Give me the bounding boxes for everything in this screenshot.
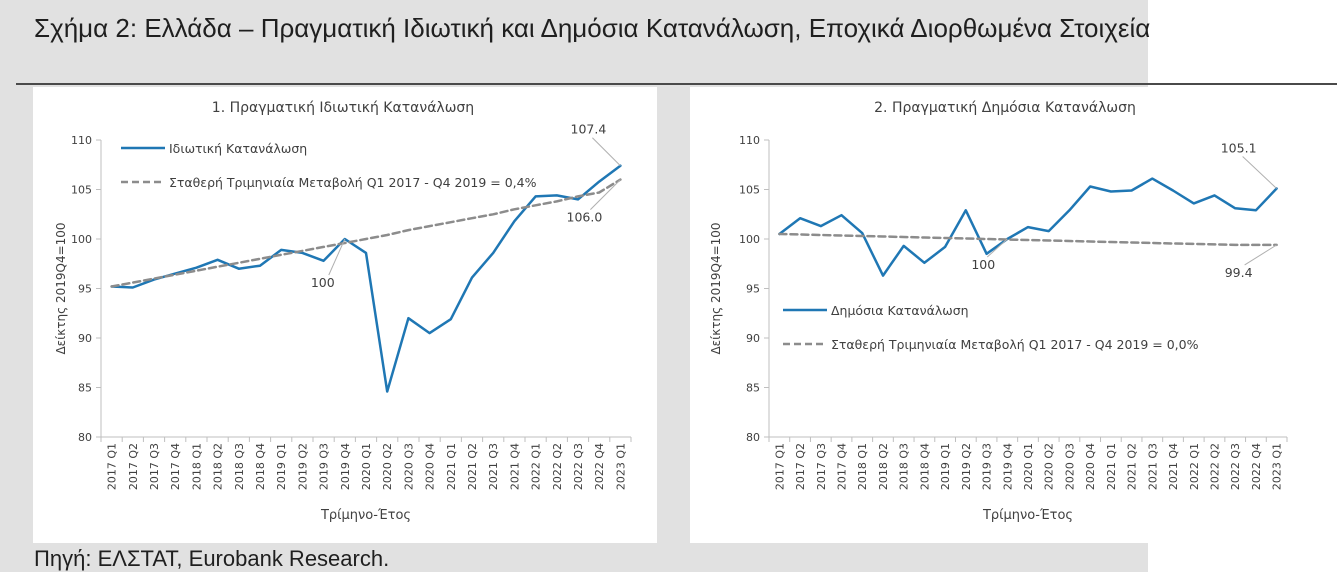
y-tick-label: 100 (71, 233, 92, 246)
y-tick-label: 90 (746, 332, 760, 345)
x-tick-label: 2020 Q3 (402, 443, 415, 490)
figure-title: Σχήμα 2: Ελλάδα – Πραγματική Ιδιωτική κα… (34, 13, 1151, 43)
x-tick-label: 2021 Q2 (1126, 443, 1139, 490)
x-tick-label: 2018 Q4 (918, 443, 931, 490)
x-tick-label: 2019 Q1 (939, 443, 952, 490)
y-tick-label: 80 (78, 431, 92, 444)
y-tick-label: 110 (739, 134, 760, 147)
x-tick-label: 2021 Q4 (1167, 443, 1180, 490)
x-tick-label: 2020 Q1 (360, 443, 373, 490)
x-tick-label: 2018 Q3 (233, 443, 246, 490)
x-tick-label: 2021 Q1 (445, 443, 458, 490)
x-tick-label: 2020 Q4 (424, 443, 437, 490)
x-tick-label: 2022 Q4 (593, 443, 606, 490)
x-tick-label: 2018 Q3 (898, 443, 911, 490)
x-tick-label: 2020 Q4 (1084, 443, 1097, 490)
x-tick-label: 2021 Q3 (487, 443, 500, 490)
annotation-leader (986, 238, 1008, 258)
x-tick-label: 2022 Q3 (1229, 443, 1242, 490)
y-axis-title: Δείκτης 2019Q4=100 (54, 222, 68, 354)
chart-title: 2. Πραγματική Δημόσια Κατανάλωση (874, 100, 1136, 116)
x-tick-label: 2017 Q1 (773, 443, 786, 490)
x-tick-label: 2019 Q2 (296, 443, 309, 490)
chart-panel-private: 1. Πραγματική Ιδιωτική Κατανάλωση 80 85 90 9… (33, 87, 657, 543)
x-tick-label: 2020 Q2 (1043, 443, 1056, 490)
x-tick-label: 2020 Q1 (1022, 443, 1035, 490)
x-tick-label: 2017 Q2 (794, 443, 807, 490)
chart-panel-public: 2. Πραγματική Δημόσια Κατανάλωση 80 85 90 95… (690, 87, 1320, 543)
y-tick-label: 95 (78, 283, 92, 296)
y-tick-label: 90 (78, 332, 92, 345)
y-tick-label: 110 (71, 134, 92, 147)
annotation-label: 106.0 (567, 210, 603, 225)
public-consumption-chart: 2. Πραγματική Δημόσια Κατανάλωση 80 85 90 95… (709, 100, 1288, 523)
series-line-trend (110, 178, 622, 288)
y-tick-label: 85 (746, 382, 760, 395)
source-note: Πηγή: ΕΛΣΤΑΤ, Eurobank Research. (34, 546, 390, 571)
series-line-trend (778, 232, 1278, 247)
x-tick-label: 2021 Q2 (466, 443, 479, 490)
y-axis-title: Δείκτης 2019Q4=100 (709, 222, 723, 354)
x-tick-label: 2020 Q3 (1063, 443, 1076, 490)
annotation-label: 99.4 (1225, 265, 1253, 280)
x-tick-label: 2020 Q2 (381, 443, 394, 490)
x-axis-title: Τρίμηνο-Έτος (320, 508, 411, 523)
x-tick-label: 2019 Q2 (960, 443, 973, 490)
x-tick-label: 2017 Q3 (148, 443, 161, 490)
annotation-label: 105.1 (1221, 141, 1257, 156)
x-tick-label: 2019 Q1 (275, 443, 288, 490)
annotation-leader (590, 179, 621, 210)
title-divider (16, 83, 1337, 85)
x-tick-label: 2019 Q3 (981, 443, 994, 490)
x-tick-label: 2018 Q2 (877, 443, 890, 490)
legend-label: Ιδιωτική Κατανάλωση (169, 141, 307, 156)
x-tick-label: 2019 Q4 (339, 443, 352, 490)
annotation-label: 100 (971, 257, 995, 272)
x-tick-label: 2017 Q2 (127, 443, 140, 490)
x-tick-label: 2018 Q2 (212, 443, 225, 490)
annotation-leader (1242, 156, 1277, 189)
x-tick-label: 2022 Q2 (551, 443, 564, 490)
x-tick-label: 2022 Q2 (1208, 443, 1221, 490)
x-tick-label: 2022 Q1 (1188, 443, 1201, 490)
x-tick-label: 2021 Q1 (1105, 443, 1118, 490)
y-tick-label: 95 (746, 283, 760, 296)
x-tick-label: 2021 Q4 (508, 443, 521, 490)
annotation-leader (1244, 244, 1277, 266)
x-tick-label: 2021 Q3 (1146, 443, 1159, 490)
x-tick-label: 2019 Q3 (318, 443, 331, 490)
x-tick-label: 2018 Q4 (254, 443, 267, 490)
annotation-leader (592, 137, 621, 167)
x-tick-label: 2023 Q1 (614, 443, 627, 490)
x-tick-label: 2017 Q3 (815, 443, 828, 490)
x-axis-title: Τρίμηνο-Έτος (982, 508, 1073, 523)
y-tick-label: 85 (78, 382, 92, 395)
chart-title: 1. Πραγματική Ιδιωτική Κατανάλωση (212, 100, 474, 116)
x-tick-label: 2017 Q1 (106, 443, 119, 490)
x-tick-label: 2018 Q1 (856, 443, 869, 490)
x-tick-label: 2022 Q4 (1250, 443, 1263, 490)
annotation-label: 100 (311, 275, 335, 290)
private-consumption-chart: 1. Πραγματική Ιδιωτική Κατανάλωση 80 85 90 9… (54, 100, 632, 523)
x-tick-label: 2022 Q3 (572, 443, 585, 490)
legend-label: Σταθερή Τριμηνιαία Μεταβολή Q1 2017 - Q4… (831, 337, 1199, 352)
y-tick-label: 105 (71, 184, 92, 197)
x-tick-label: 2018 Q1 (190, 443, 203, 490)
legend-label: Σταθερή Τριμηνιαία Μεταβολή Q1 2017 - Q4… (169, 175, 537, 190)
annotation-leader (328, 238, 346, 276)
annotation-label: 107.4 (571, 122, 607, 137)
x-tick-label: 2019 Q4 (1001, 443, 1014, 490)
y-tick-label: 80 (746, 431, 760, 444)
x-tick-label: 2023 Q1 (1271, 443, 1284, 490)
x-tick-label: 2017 Q4 (169, 443, 182, 490)
series-line-actual (110, 164, 622, 393)
y-tick-label: 105 (739, 184, 760, 197)
legend-label: Δημόσια Κατανάλωση (831, 303, 969, 318)
x-tick-label: 2022 Q1 (530, 443, 543, 490)
series-line-actual (778, 177, 1278, 277)
y-tick-label: 100 (739, 233, 760, 246)
x-tick-label: 2017 Q4 (836, 443, 849, 490)
